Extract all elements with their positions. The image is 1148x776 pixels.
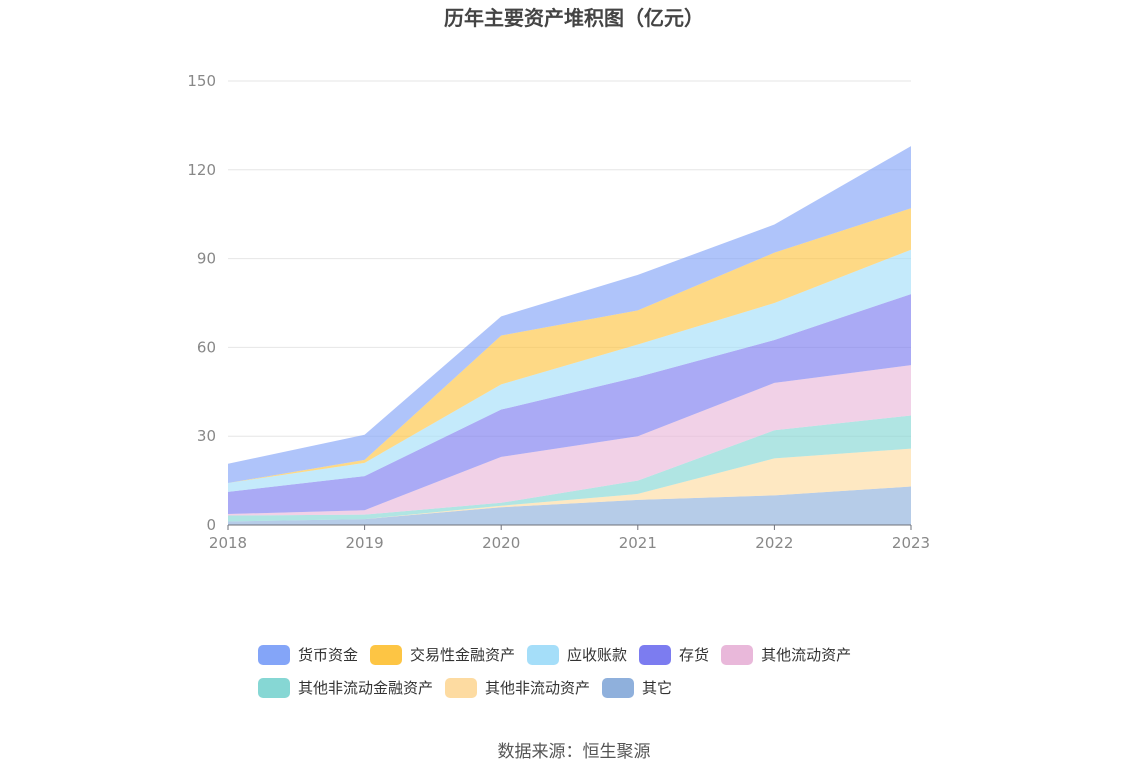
legend-label: 交易性金融资产 <box>410 646 516 664</box>
legend-label: 其他非流动资产 <box>485 679 591 697</box>
area-series <box>228 294 911 515</box>
legend-label: 存货 <box>679 646 710 664</box>
stacked-area-chart: 0 30 60 90 120 150 2018 2019 2020 2021 2022 2023 <box>187 72 930 552</box>
legend-item[interactable]: 其他流动资产 <box>721 644 851 665</box>
legend-swatch <box>258 677 290 698</box>
legend-swatch <box>721 644 754 665</box>
x-tick-label: 2022 <box>755 534 793 552</box>
y-tick-label: 60 <box>197 338 216 356</box>
area-series <box>228 208 911 483</box>
legend-row-2: 其他非流动金融资产 其他非流动资产 其它 <box>258 671 938 704</box>
legend-swatch <box>527 644 560 665</box>
legend-label: 货币资金 <box>298 646 359 664</box>
legend-swatch <box>445 677 478 698</box>
legend-item[interactable]: 货币资金 <box>258 644 358 665</box>
legend-item[interactable]: 其他非流动资产 <box>445 677 590 698</box>
legend-item[interactable]: 存货 <box>639 644 709 665</box>
chart-title: 历年主要资产堆积图（亿元） <box>444 6 704 30</box>
x-tick-label: 2021 <box>619 534 657 552</box>
legend-swatch <box>258 644 290 665</box>
legend-swatch <box>639 644 672 665</box>
legend-item[interactable]: 交易性金融资产 <box>370 644 515 665</box>
legend-label: 应收账款 <box>567 646 628 664</box>
legend-swatch <box>370 644 403 665</box>
legend-label: 其他非流动金融资产 <box>298 679 434 697</box>
legend-label: 其它 <box>642 679 673 697</box>
legend: 货币资金 交易性金融资产 应收账款 存货 其他流动资产 其他非流动金融资产 其他非流动资产… <box>258 638 938 704</box>
area-series <box>228 146 911 483</box>
legend-item[interactable]: 应收账款 <box>527 644 627 665</box>
y-tick-label: 30 <box>197 427 216 445</box>
legend-label: 其他流动资产 <box>761 646 852 664</box>
y-tick-label: 120 <box>187 161 216 179</box>
area-series <box>228 365 911 516</box>
area-series <box>228 415 911 522</box>
x-tick-label: 2023 <box>892 534 930 552</box>
area-series <box>228 249 911 492</box>
y-tick-label: 90 <box>197 250 216 268</box>
y-tick-label: 0 <box>206 516 216 534</box>
legend-row-1: 货币资金 交易性金融资产 应收账款 存货 其他流动资产 <box>258 638 938 671</box>
area-series-layer <box>228 146 911 525</box>
x-tick-label: 2018 <box>209 534 247 552</box>
y-tick-label: 150 <box>187 72 216 90</box>
area-series <box>228 448 911 522</box>
legend-swatch <box>602 677 635 698</box>
data-source-note: 数据来源：恒生聚源 <box>497 742 651 762</box>
axes: 0 30 60 90 120 150 2018 2019 2020 2021 2022 2023 <box>187 72 930 552</box>
x-tick-label: 2019 <box>346 534 384 552</box>
legend-item[interactable]: 其他非流动金融资产 <box>258 677 433 698</box>
area-series <box>228 486 911 525</box>
x-tick-label: 2020 <box>482 534 520 552</box>
legend-item[interactable]: 其它 <box>602 677 672 698</box>
